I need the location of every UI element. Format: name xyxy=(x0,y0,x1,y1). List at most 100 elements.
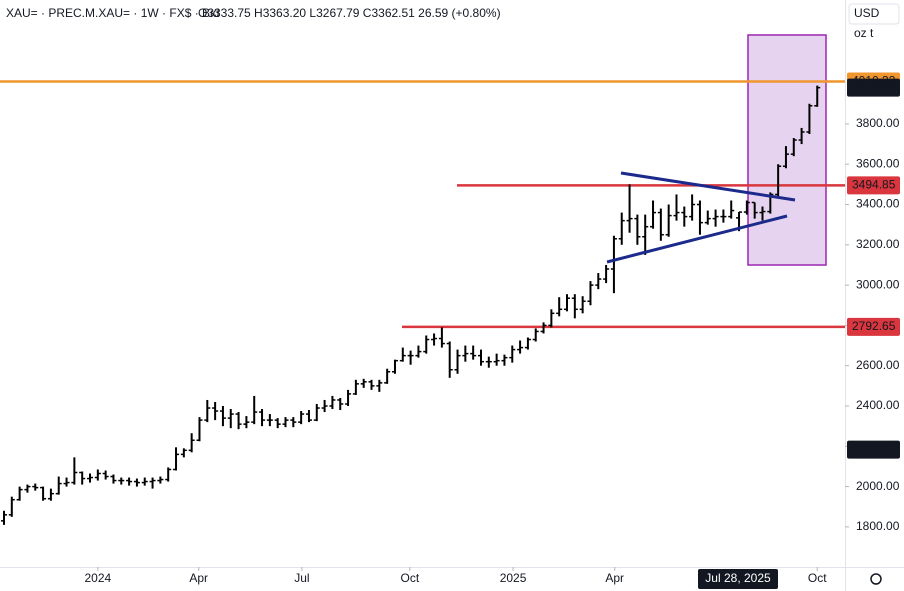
y-tick-label: 3400.00 xyxy=(856,197,900,211)
y-tick-label: 1800.00 xyxy=(856,519,900,533)
ohlc-legend: O3333.75 H3363.20 L3267.79 C3362.51 26.5… xyxy=(198,6,501,20)
bar xyxy=(24,484,31,493)
bar xyxy=(337,397,344,411)
bar xyxy=(548,309,555,328)
bar xyxy=(110,474,117,484)
bar xyxy=(87,473,94,483)
bar xyxy=(94,469,101,481)
x-tick-label: Apr xyxy=(189,571,208,585)
bar xyxy=(603,264,610,284)
bar xyxy=(775,164,782,197)
bar xyxy=(235,412,242,430)
bar xyxy=(251,395,258,425)
bar xyxy=(618,212,625,245)
bar xyxy=(376,379,383,392)
bar xyxy=(219,406,226,427)
price-line-label-box xyxy=(847,176,900,195)
bar xyxy=(423,335,430,354)
bar xyxy=(657,208,664,241)
bar xyxy=(352,379,359,395)
x-tick-label: Jul xyxy=(294,571,309,585)
trend-line xyxy=(620,171,796,202)
bar xyxy=(204,399,211,423)
bar xyxy=(71,457,78,485)
bar xyxy=(391,359,398,374)
x-tick-label: 2025 xyxy=(500,571,527,585)
bar xyxy=(79,471,86,485)
bar xyxy=(610,235,617,294)
bar xyxy=(415,345,422,358)
bar xyxy=(728,200,735,219)
bar xyxy=(626,184,633,233)
bar xyxy=(305,410,312,423)
price-line-label: 2792.65 xyxy=(852,319,896,333)
bar xyxy=(126,477,133,486)
bar xyxy=(704,210,711,225)
bar xyxy=(509,345,516,363)
bar xyxy=(634,214,641,245)
bar xyxy=(118,477,125,485)
bar xyxy=(16,486,23,501)
bar xyxy=(540,322,547,334)
y-tick-label: 3000.00 xyxy=(856,277,900,291)
bar xyxy=(587,281,594,306)
bar xyxy=(266,414,273,427)
bar xyxy=(579,296,586,314)
bar xyxy=(446,341,453,378)
bar xyxy=(470,345,477,360)
bar xyxy=(642,214,649,255)
bar xyxy=(790,138,797,157)
y-tick-label: 2400.00 xyxy=(856,398,900,412)
y-tick-label: 2000.00 xyxy=(856,479,900,493)
bar xyxy=(477,349,484,366)
bar xyxy=(556,297,563,317)
currency-button[interactable] xyxy=(848,3,900,25)
bar xyxy=(63,477,70,487)
bar xyxy=(188,433,195,453)
bar xyxy=(55,476,62,495)
y-tick-label: 3200.00 xyxy=(856,237,900,251)
bar xyxy=(368,379,375,390)
last-price-label-box xyxy=(847,78,900,97)
bar xyxy=(689,194,696,221)
bar xyxy=(571,294,578,319)
bar xyxy=(759,206,766,221)
bar xyxy=(133,478,140,487)
bar xyxy=(782,146,789,169)
bar xyxy=(681,206,688,227)
x-tick-label: Oct xyxy=(808,571,827,585)
bar xyxy=(259,409,266,427)
bar xyxy=(0,510,7,525)
bar xyxy=(282,417,289,428)
highlight-box xyxy=(747,34,827,266)
bar xyxy=(360,378,367,388)
bar xyxy=(517,340,524,354)
bar xyxy=(212,401,219,421)
bar xyxy=(501,354,508,366)
currency[interactable]: USD xyxy=(854,6,880,20)
bar xyxy=(814,85,821,107)
settings-icon[interactable] xyxy=(870,573,882,585)
bar xyxy=(407,350,414,365)
price-line-label-box xyxy=(847,317,900,336)
bar xyxy=(431,333,438,346)
bar xyxy=(173,447,180,471)
bar xyxy=(40,486,47,501)
bar xyxy=(454,349,461,374)
bar xyxy=(321,399,328,413)
bar xyxy=(32,483,39,491)
bar xyxy=(720,209,727,223)
bar xyxy=(524,337,531,350)
bar xyxy=(102,470,109,480)
price-line-label: 3494.85 xyxy=(852,178,896,192)
bar xyxy=(329,395,336,410)
bar xyxy=(227,409,234,429)
bar xyxy=(673,194,680,221)
bar xyxy=(141,477,148,486)
bar xyxy=(798,127,805,145)
symbol: XAU= · PREC.M.XAU= · 1W · FX$ · Bid xyxy=(6,6,219,20)
unit[interactable]: oz t xyxy=(854,26,874,40)
bar xyxy=(290,417,297,428)
bar xyxy=(313,403,320,422)
